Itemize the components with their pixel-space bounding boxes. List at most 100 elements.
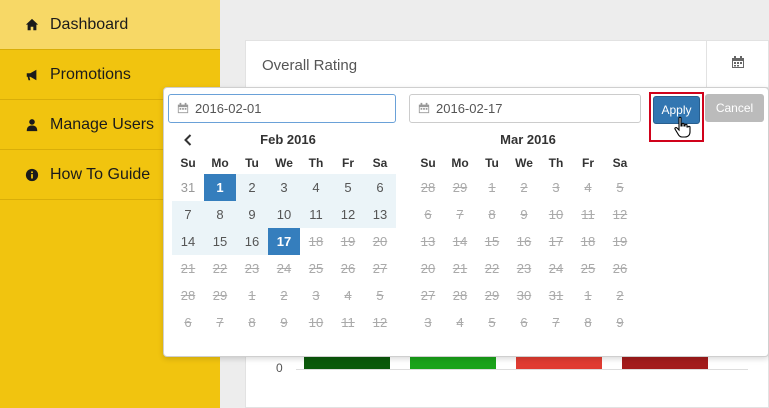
calendar-day: 21 [452, 261, 468, 276]
calendar-day: 4 [344, 288, 352, 303]
calendar-day[interactable]: 5 [332, 174, 364, 201]
calendar-day: 13 [420, 234, 436, 249]
calendar-day[interactable]: 10 [268, 201, 300, 228]
bullhorn-icon [24, 67, 40, 83]
calendar-day-end-selected[interactable]: 17 [268, 228, 300, 255]
home-icon [24, 17, 40, 33]
calendar-day: 27 [420, 288, 436, 303]
end-date-field[interactable] [409, 94, 641, 123]
calendar-icon [731, 55, 745, 74]
calendar-day-start-selected[interactable]: 1 [204, 174, 236, 201]
calendar-month-title: Mar 2016 [500, 132, 556, 147]
calendar-week-row: 20 21 22 23 24 25 26 [412, 255, 644, 282]
calendar-day: 9 [616, 315, 624, 330]
rating-bar-3 [516, 356, 602, 369]
calendar-day: 1 [584, 288, 592, 303]
calendar-grid: 28 29 1 2 3 4 5 6 7 8 9 10 11 12 13 14 15 16 17 18 19 20 21 22 2… [412, 174, 644, 336]
y-axis-zero-label: 0 [276, 361, 283, 375]
calendar-day: 18 [308, 234, 324, 249]
calendar-day: 21 [180, 261, 196, 276]
start-date-input[interactable] [195, 101, 375, 116]
day-of-week: Tu [485, 156, 499, 170]
calendar-day[interactable]: 15 [204, 228, 236, 255]
calendar-week-row: 13 14 15 16 17 18 19 [412, 228, 644, 255]
calendar-day: 28 [420, 180, 436, 195]
calendar-day: 2 [280, 288, 288, 303]
sidebar-item-label: Manage Users [50, 115, 155, 133]
calendar-day: 19 [612, 234, 628, 249]
calendar-day[interactable]: 4 [300, 174, 332, 201]
calendar-day: 10 [308, 315, 324, 330]
calendar-day: 11 [341, 315, 355, 330]
apply-button[interactable]: Apply [653, 96, 700, 124]
day-of-week: Su [180, 156, 196, 170]
calendar-day: 5 [488, 315, 496, 330]
calendar-day: 9 [280, 315, 288, 330]
calendar-day: 23 [516, 261, 532, 276]
apply-highlight-box: Apply [649, 92, 704, 142]
calendar-month-title: Feb 2016 [260, 132, 316, 147]
sidebar-item-label: Promotions [50, 65, 131, 83]
day-of-week-row: Su Mo Tu We Th Fr Sa [412, 152, 644, 174]
calendar-day: 28 [180, 288, 196, 303]
calendar-day: 1 [248, 288, 256, 303]
calendar-day: 14 [452, 234, 468, 249]
sidebar-item-how-to-guide[interactable]: How To Guide [0, 150, 220, 200]
calendar-week-row: 7 8 9 10 11 12 13 [172, 201, 404, 228]
calendar-day[interactable]: 9 [236, 201, 268, 228]
calendar-day[interactable]: 11 [300, 201, 332, 228]
calendar-day: 31 [548, 288, 564, 303]
calendar-week-row: 14 15 16 17 18 19 20 [172, 228, 404, 255]
calendar-right: Mar 2016 Su Mo Tu We Th Fr Sa 28 29 1 2 3 4 5 6… [412, 128, 644, 336]
calendar-day[interactable]: 13 [364, 201, 396, 228]
calendar-day: 9 [520, 207, 528, 222]
cancel-button[interactable]: Cancel [705, 94, 764, 122]
calendar-day: 6 [424, 207, 432, 222]
calendar-day: 26 [612, 261, 628, 276]
rating-bar-2 [410, 356, 496, 369]
calendar-day: 8 [584, 315, 592, 330]
calendar-day: 25 [580, 261, 596, 276]
day-of-week: We [275, 156, 293, 170]
calendar-day: 16 [516, 234, 532, 249]
calendar-day: 2 [520, 180, 528, 195]
date-range-toggle-button[interactable] [706, 41, 768, 87]
calendar-day[interactable]: 31 [180, 180, 196, 195]
calendar-day: 29 [452, 180, 468, 195]
calendar-week-row: 31 1 2 3 4 5 6 [172, 174, 404, 201]
day-of-week: Fr [582, 156, 594, 170]
calendar-day: 7 [216, 315, 224, 330]
calendar-day[interactable]: 12 [332, 201, 364, 228]
calendar-day[interactable]: 7 [172, 201, 204, 228]
sidebar-item-manage-users[interactable]: Manage Users [0, 100, 220, 150]
calendar-day[interactable]: 3 [268, 174, 300, 201]
calendar-day: 8 [248, 315, 256, 330]
calendar-day[interactable]: 8 [204, 201, 236, 228]
day-of-week: Mo [211, 156, 229, 170]
calendar-day[interactable]: 6 [364, 174, 396, 201]
calendar-day: 30 [516, 288, 532, 303]
calendar-day: 20 [420, 261, 436, 276]
calendar-day: 3 [424, 315, 432, 330]
calendar-day[interactable]: 16 [236, 228, 268, 255]
calendar-day: 6 [184, 315, 192, 330]
calendar-day[interactable]: 14 [172, 228, 204, 255]
calendar-left: Feb 2016 Su Mo Tu We Th Fr Sa 31 1 2 3 4 5 6 7 8… [172, 128, 404, 336]
calendar-day: 17 [548, 234, 564, 249]
calendar-day[interactable]: 2 [236, 174, 268, 201]
start-date-field[interactable] [168, 94, 396, 123]
sidebar-item-promotions[interactable]: Promotions [0, 50, 220, 100]
calendar-day: 26 [340, 261, 356, 276]
calendar-week-row: 3 4 5 6 7 8 9 [412, 309, 644, 336]
prev-month-button[interactable] [178, 128, 198, 152]
info-circle-icon [24, 167, 40, 183]
day-of-week: Tu [245, 156, 259, 170]
calendar-month-header: Feb 2016 [172, 128, 404, 152]
day-of-week-row: Su Mo Tu We Th Fr Sa [172, 152, 404, 174]
day-of-week: Sa [612, 156, 628, 170]
end-date-input[interactable] [436, 101, 616, 116]
sidebar-item-label: Dashboard [50, 15, 129, 33]
calendar-day: 23 [244, 261, 260, 276]
sidebar-item-dashboard[interactable]: Dashboard [0, 0, 220, 50]
calendar-day: 15 [484, 234, 500, 249]
